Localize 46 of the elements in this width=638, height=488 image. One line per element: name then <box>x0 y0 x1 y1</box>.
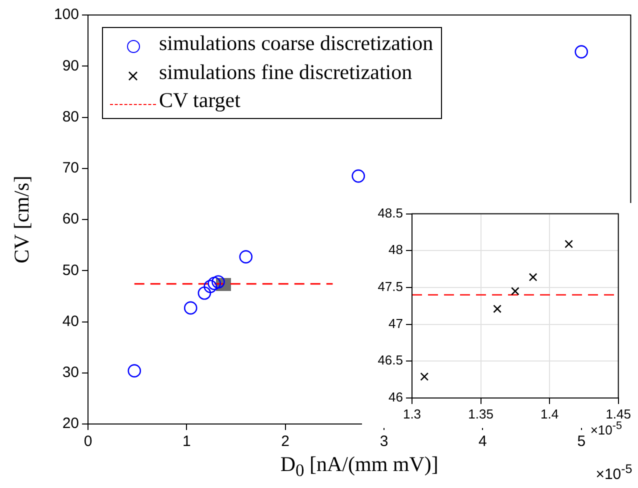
y-tick-label: 47 <box>388 316 403 331</box>
y-tick-label: 46 <box>388 390 403 405</box>
point <box>198 286 212 300</box>
y-tick-label: 80 <box>62 108 79 126</box>
y-tick-label: 90 <box>62 57 79 74</box>
text: ×10$^{-5}$ <box>596 462 632 483</box>
y-tick-label: 40 <box>62 312 79 330</box>
x-tick-label: 1 <box>182 433 191 450</box>
x-tick-label: 1.35 <box>468 406 494 422</box>
x-tick-label: 1.3 <box>402 406 422 422</box>
point <box>184 301 198 315</box>
x-tick-label: 0 <box>84 433 92 450</box>
y-tick-label: 70 <box>62 160 79 177</box>
legend-label: CV target <box>159 88 240 112</box>
point <box>212 275 225 289</box>
point <box>204 280 218 294</box>
point <box>239 250 253 264</box>
y-tick-label: 50 <box>62 262 79 279</box>
point <box>493 304 502 314</box>
point <box>510 286 520 296</box>
x-tick-label: 1.4 <box>540 406 559 422</box>
y-tick-label: 48 <box>388 242 403 258</box>
point <box>352 169 366 183</box>
point <box>528 272 538 282</box>
x-tick-label: 1.45 <box>606 406 632 422</box>
annotation: ×10$^{-5}$ <box>590 420 622 438</box>
x-tick-label: 3 <box>380 433 388 450</box>
y-tick-label: 100 <box>54 6 79 24</box>
x-tick-label: 5 <box>577 433 586 450</box>
y-axis-title: CV [cm/s] <box>9 176 34 264</box>
x-axis-title: D$_{0}$ [nA/(mm mV)] <box>280 452 438 482</box>
legend-label: simulations fine discretization <box>159 60 412 84</box>
point <box>564 240 574 248</box>
point <box>128 364 142 378</box>
x-tick-label: 4 <box>478 433 487 450</box>
point <box>420 372 429 381</box>
legend-label: simulations coarse discretization <box>159 31 434 55</box>
y-tick-label: 46.5 <box>378 352 403 368</box>
x-tick-label: 2 <box>281 433 290 450</box>
y-tick-label: 30 <box>62 364 79 382</box>
point <box>208 276 221 290</box>
y-tick-label: 20 <box>62 415 79 432</box>
y-tick-label: 48.5 <box>378 205 403 220</box>
point <box>574 45 588 58</box>
y-tick-label: 47.5 <box>378 279 403 294</box>
y-tick-label: 60 <box>62 210 79 228</box>
